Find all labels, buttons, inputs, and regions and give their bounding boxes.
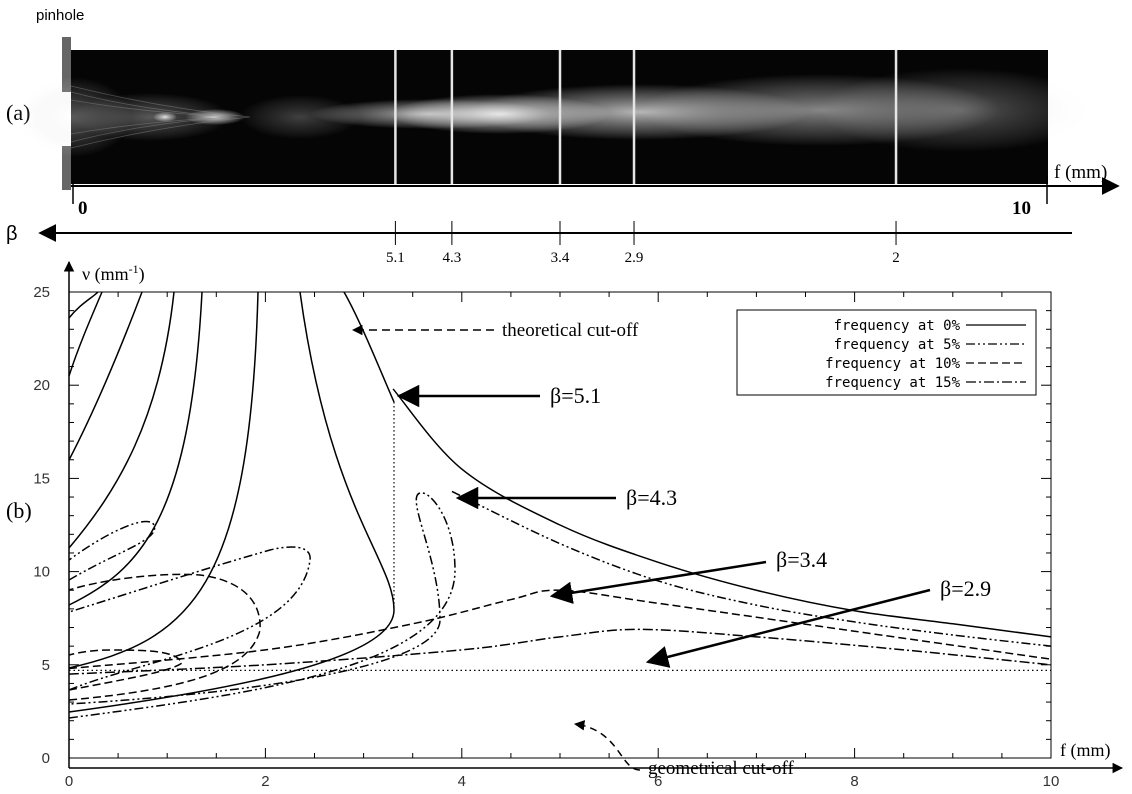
y-tick-label: 0 <box>42 750 50 767</box>
legend-box <box>736 309 1037 396</box>
axis-tick-labels: 0 2 4 6 8 10 0 5 10 15 20 25 <box>33 284 1059 790</box>
beam-image <box>12 50 1100 184</box>
contour-dashed <box>68 649 183 691</box>
y-tick-label: 15 <box>33 470 50 487</box>
contour-solid <box>68 291 99 319</box>
f-axis-a-start: 0 <box>78 198 88 219</box>
x-tick-label: 8 <box>850 773 858 790</box>
y-tick-label: 5 <box>42 657 50 674</box>
f-axis-a-label: f (mm) <box>1054 162 1107 183</box>
legend-label: frequency at 0% <box>834 318 961 334</box>
y-tick-label: 10 <box>33 564 50 581</box>
series-line-frequency-at-15- <box>68 628 1052 675</box>
contour-solid <box>68 291 103 377</box>
f-axis-a-end: 10 <box>1012 198 1031 219</box>
beta-tick-label: 3.4 <box>551 250 570 266</box>
beta-axis-symbol: β <box>6 223 18 245</box>
beta-4.3-label: β=4.3 <box>626 485 677 510</box>
legend-label: frequency at 5% <box>834 337 961 353</box>
beta-3.4-label: β=3.4 <box>776 547 827 572</box>
theoretical-cutoff-label: theoretical cut-off <box>502 320 639 341</box>
beta-marker-lines <box>394 50 898 184</box>
series-line-frequency-at-0- <box>392 388 1052 638</box>
contour-dashed-left <box>68 573 261 701</box>
contour-solid <box>68 291 143 461</box>
annotations: theoretical cut-off geometrical cut-off … <box>351 320 991 779</box>
panel-b: (b) ν (mm-1) f (mm) 0 2 4 6 8 10 0 5 10 15 20 25 <box>6 260 1124 790</box>
beta-5.1-label: β=5.1 <box>550 383 601 408</box>
contour-solid <box>68 291 203 606</box>
contour-dashed <box>68 573 261 701</box>
contour-solid <box>68 291 259 669</box>
x-tick-label: 10 <box>1043 773 1060 790</box>
contour-dashdotdot <box>68 546 311 691</box>
x-tick-label: 6 <box>654 773 662 790</box>
y-tick-label: 20 <box>33 377 50 394</box>
panel-b-label: (b) <box>6 498 32 523</box>
beta-tick-label: 4.3 <box>443 250 462 266</box>
x-axis-label: f (mm) <box>1060 740 1110 761</box>
series-line-frequency-at-5- <box>451 490 1052 647</box>
series-line-frequency-at-10- <box>68 589 1052 670</box>
y-tick-label: 25 <box>33 284 50 301</box>
contour-curves <box>68 291 395 713</box>
pinhole-lower-bar <box>62 146 71 190</box>
geometrical-cutoff-arrow <box>573 720 641 771</box>
pinhole-upper-bar <box>62 37 71 92</box>
contour-dashdotdot <box>68 520 156 581</box>
legend-label: frequency at 10% <box>825 356 960 372</box>
y-axis-label: ν (mm-1) <box>82 262 145 285</box>
beta-tick-label: 5.1 <box>386 250 405 266</box>
legend: frequency at 0% frequency at 5% frequency … <box>736 309 1037 396</box>
x-tick-label: 4 <box>458 773 466 790</box>
beta-2.9-arrow <box>645 588 931 668</box>
theoretical-cutoff-start <box>343 291 395 403</box>
beta-tick-label: 2.9 <box>625 250 644 266</box>
contour-solid <box>68 291 395 713</box>
beta-axis-ticks: 5.1 4.3 3.4 2.9 2 <box>386 221 900 266</box>
contour-solid <box>68 291 175 549</box>
beta-2.9-label: β=2.9 <box>940 576 991 601</box>
pinhole-label: pinhole <box>36 7 84 24</box>
geometrical-cutoff-label: geometrical cut-off <box>648 758 794 779</box>
x-tick-label: 0 <box>65 773 73 790</box>
contour-dashdotdot-left <box>68 492 456 719</box>
panel-a: pinhole (a) <box>6 7 1120 266</box>
beta-tick-label: 2 <box>892 250 900 266</box>
series-lines <box>68 388 1052 675</box>
axis-ticks <box>68 291 1052 759</box>
beta-3.4-arrow <box>549 560 767 604</box>
x-tick-label: 2 <box>261 773 269 790</box>
legend-label: frequency at 15% <box>825 375 960 391</box>
